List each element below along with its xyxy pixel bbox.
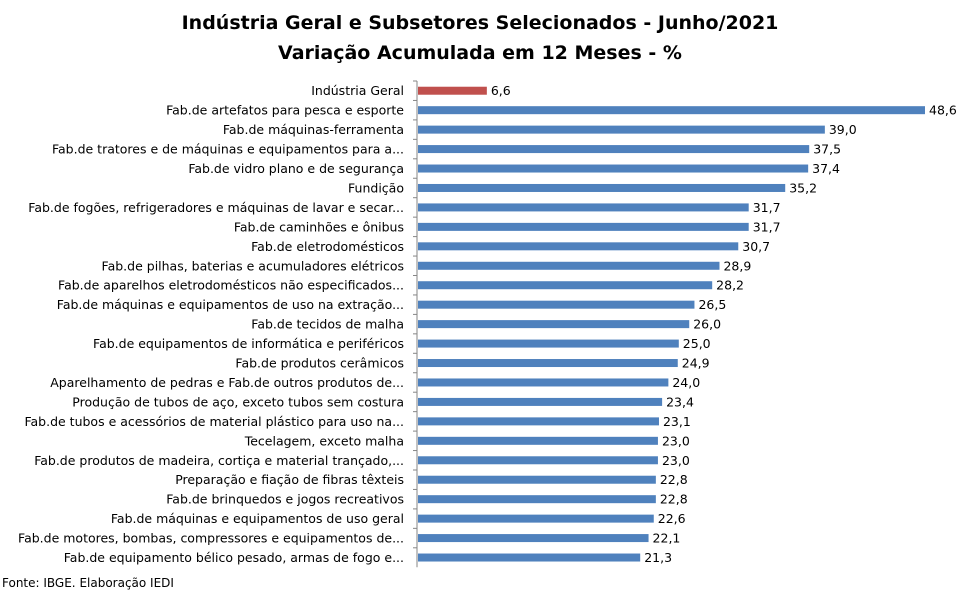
value-label: 31,7 [753, 200, 781, 215]
chart-subtitle: Variação Acumulada em 12 Meses - % [278, 42, 682, 64]
value-label: 31,7 [753, 219, 781, 234]
bar [418, 514, 654, 523]
category-label: Fab.de caminhões e ônibus [234, 219, 404, 234]
category-label: Fab.de brinquedos e jogos recreativos [166, 492, 404, 507]
category-label: Fab.de aparelhos eletrodomésticos não es… [58, 278, 404, 293]
value-label: 26,0 [693, 317, 721, 332]
bar [418, 300, 695, 309]
category-label: Fab.de fogões, refrigeradores e máquinas… [28, 200, 404, 215]
category-label: Fab.de artefatos para pesca e esporte [166, 103, 404, 118]
value-label: 21,3 [644, 550, 672, 565]
category-label: Fab.de máquinas e equipamentos de uso na… [57, 297, 404, 312]
bar [418, 320, 690, 329]
bar [418, 86, 487, 95]
category-label: Fab.de vidro plano e de segurança [188, 161, 404, 176]
value-label: 37,5 [813, 142, 841, 157]
category-label: Fab.de equipamento bélico pesado, armas … [64, 550, 404, 565]
value-label: 25,0 [683, 336, 711, 351]
bar [418, 495, 656, 504]
bar [418, 475, 656, 484]
value-label: 35,2 [789, 180, 817, 195]
category-label: Fab.de máquinas e equipamentos de uso ge… [111, 511, 404, 526]
category-label: Fab.de eletrodomésticos [251, 239, 404, 254]
value-label: 22,1 [653, 531, 681, 546]
value-label: 28,2 [716, 278, 744, 293]
bar [418, 378, 669, 387]
value-label: 22,8 [660, 472, 688, 487]
category-label: Aparelhamento de pedras e Fab.de outros … [50, 375, 404, 390]
value-label: 23,1 [663, 414, 691, 429]
value-label: 6,6 [491, 83, 511, 98]
bar [418, 339, 679, 348]
bar [418, 359, 678, 368]
chart-title: Indústria Geral e Subsetores Selecionado… [181, 12, 779, 34]
value-label: 37,4 [812, 161, 840, 176]
value-label: 23,0 [662, 453, 690, 468]
value-label: 22,8 [660, 492, 688, 507]
bar [418, 281, 713, 290]
bar [418, 183, 786, 192]
category-label: Fab.de máquinas-ferramenta [223, 122, 404, 137]
value-label: 24,0 [672, 375, 700, 390]
category-label: Indústria Geral [311, 83, 404, 98]
category-label: Fab.de tratores e de máquinas e equipame… [52, 142, 404, 157]
bar [418, 106, 925, 115]
value-label: 26,5 [698, 297, 726, 312]
category-label: Fab.de equipamentos de informática e per… [93, 336, 404, 351]
value-label: 39,0 [829, 122, 857, 137]
value-label: 28,9 [723, 258, 751, 273]
category-label: Fab.de produtos cerâmicos [235, 356, 404, 371]
category-label: Tecelagem, exceto malha [244, 433, 404, 448]
category-label: Fundição [348, 180, 404, 195]
bar [418, 534, 649, 543]
value-label: 48,6 [929, 103, 957, 118]
bar [418, 203, 749, 212]
bar [418, 242, 739, 251]
value-label: 23,4 [666, 394, 694, 409]
bar [418, 261, 720, 270]
bar [418, 145, 810, 154]
bar [418, 164, 809, 173]
bar [418, 397, 663, 406]
value-label: 24,9 [682, 356, 710, 371]
value-label: 30,7 [742, 239, 770, 254]
category-label: Preparação e fiação de fibras têxteis [175, 472, 404, 487]
category-label: Produção de tubos de aço, exceto tubos s… [72, 394, 404, 409]
category-label: Fab.de tubos e acessórios de material pl… [24, 414, 404, 429]
value-label: 22,6 [658, 511, 686, 526]
category-label: Fab.de pilhas, baterias e acumuladores e… [102, 258, 404, 273]
bar [418, 222, 749, 231]
value-label: 23,0 [662, 433, 690, 448]
category-label: Fab.de produtos de madeira, cortiça e ma… [34, 453, 404, 468]
bar [418, 125, 825, 134]
bar [418, 456, 658, 465]
bar [418, 436, 658, 445]
bar [418, 417, 659, 426]
bar [418, 553, 641, 562]
source-note: Fonte: IBGE. Elaboração IEDI [2, 576, 174, 590]
category-label: Fab.de motores, bombas, compressores e e… [18, 531, 404, 546]
category-label: Fab.de tecidos de malha [251, 317, 404, 332]
